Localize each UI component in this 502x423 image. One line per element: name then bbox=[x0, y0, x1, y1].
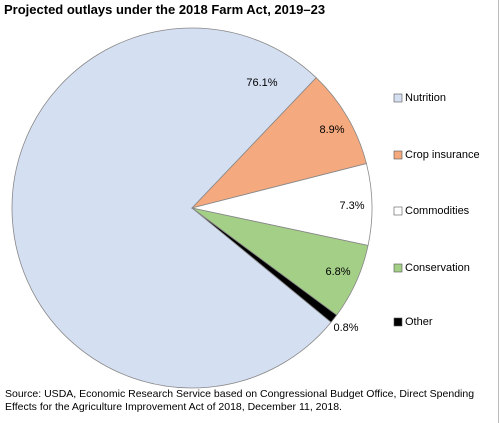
frame bbox=[498, 0, 499, 423]
legend-swatch bbox=[393, 93, 403, 103]
source-note: Source: USDA, Economic Research Service … bbox=[5, 388, 475, 413]
pie-slice bbox=[191, 207, 338, 323]
legend-label: Other bbox=[405, 316, 433, 328]
data-label: 6.8% bbox=[325, 266, 350, 278]
legend-swatch bbox=[393, 317, 403, 327]
data-label: 0.8% bbox=[333, 322, 358, 334]
data-label: 7.3% bbox=[339, 200, 364, 212]
pie-slice bbox=[190, 77, 367, 209]
legend-label: Conservation bbox=[405, 262, 470, 274]
legend-label: Crop insurance bbox=[405, 149, 480, 161]
chart-title: Projected outlays under the 2018 Farm Ac… bbox=[4, 2, 326, 17]
data-label: 8.9% bbox=[319, 124, 344, 136]
legend-swatch bbox=[393, 150, 403, 160]
data-label: 76.1% bbox=[246, 77, 277, 89]
legend-label: Nutrition bbox=[405, 92, 446, 104]
legend-swatch bbox=[393, 263, 403, 273]
legend-swatch bbox=[393, 206, 403, 216]
pie-slice bbox=[11, 27, 332, 389]
legend-label: Commodities bbox=[405, 205, 470, 217]
